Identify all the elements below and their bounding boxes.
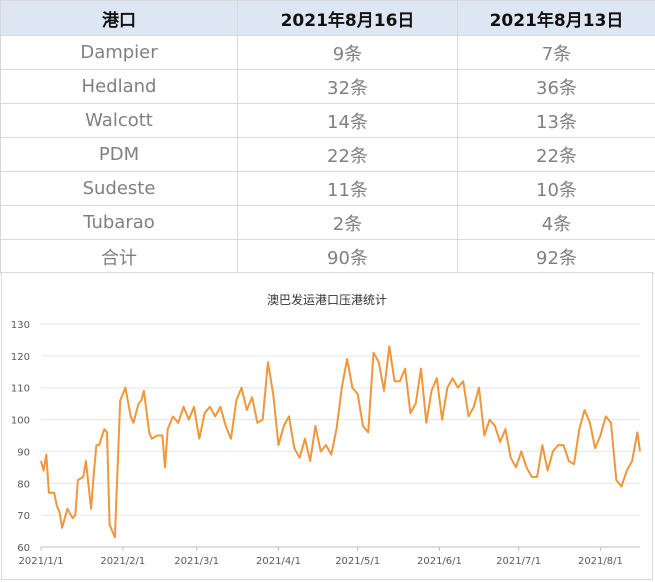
x-tick-label: 2021/2/1 bbox=[100, 556, 145, 567]
x-tick-label: 2021/6/1 bbox=[417, 556, 462, 567]
y-tick-label: 120 bbox=[11, 352, 30, 363]
count-cell: 9条 bbox=[237, 35, 458, 70]
count-cell: 22条 bbox=[457, 137, 655, 172]
x-tick-label: 2021/5/1 bbox=[335, 556, 380, 567]
count-cell: 2条 bbox=[237, 205, 458, 240]
count-cell: 4条 bbox=[457, 205, 655, 240]
y-tick-label: 90 bbox=[17, 447, 30, 458]
header-cell: 2021年8月13日 bbox=[457, 0, 655, 36]
y-tick-label: 130 bbox=[11, 320, 30, 331]
table-row: Tubarao 2条 4条 bbox=[0, 205, 655, 240]
table-row: Dampier 9条 7条 bbox=[0, 35, 655, 70]
count-cell: 32条 bbox=[237, 69, 458, 104]
x-axis: 2021/1/1 2021/2/1 2021/3/1 2021/4/1 2021/5/1… bbox=[19, 547, 623, 567]
y-axis: 60 70 80 90 100 110 120 130 bbox=[11, 320, 30, 554]
y-tick-label: 70 bbox=[17, 511, 30, 522]
header-cell: 港口 bbox=[0, 0, 238, 36]
x-tick-label: 2021/1/1 bbox=[19, 556, 64, 567]
y-tick-label: 110 bbox=[11, 384, 30, 395]
port-name-cell: Tubarao bbox=[0, 205, 238, 240]
port-comparison-table: 港口 2021年8月16日 2021年8月13日 Dampier 9条 7条 Hedlan… bbox=[0, 0, 655, 274]
port-name-cell: 合计 bbox=[0, 239, 238, 274]
port-name-cell: PDM bbox=[0, 137, 238, 172]
chart-panel: 澳巴发运港口压港统计 60 70 80 90 100 110 120 130 2021/1/1… bbox=[1, 272, 653, 580]
count-cell: 13条 bbox=[457, 103, 655, 138]
x-tick-label: 2021/8/1 bbox=[578, 556, 623, 567]
count-cell: 92条 bbox=[457, 239, 655, 274]
count-cell: 22条 bbox=[237, 137, 458, 172]
port-name-cell: Dampier bbox=[0, 35, 238, 70]
port-name-cell: Sudeste bbox=[0, 171, 238, 206]
count-cell: 11条 bbox=[237, 171, 458, 206]
x-tick-label: 2021/3/1 bbox=[174, 556, 219, 567]
table-header: 港口 2021年8月16日 2021年8月13日 bbox=[0, 0, 655, 36]
table-row: PDM 22条 22条 bbox=[0, 137, 655, 172]
port-name-cell: Hedland bbox=[0, 69, 238, 104]
y-tick-label: 80 bbox=[17, 479, 30, 490]
chart-title: 澳巴发运港口压港统计 bbox=[267, 292, 387, 307]
y-tick-label: 60 bbox=[17, 543, 30, 554]
header-cell: 2021年8月16日 bbox=[237, 0, 458, 36]
table-row: 合计 90条 92条 bbox=[0, 239, 655, 274]
series-line bbox=[40, 345, 641, 539]
count-cell: 7条 bbox=[457, 35, 655, 70]
x-tick-label: 2021/4/1 bbox=[256, 556, 301, 567]
table-row: Hedland 32条 36条 bbox=[0, 69, 655, 104]
table-row: Sudeste 11条 10条 bbox=[0, 171, 655, 206]
count-cell: 90条 bbox=[237, 239, 458, 274]
count-cell: 14条 bbox=[237, 103, 458, 138]
count-cell: 36条 bbox=[457, 69, 655, 104]
table-row: Walcott 14条 13条 bbox=[0, 103, 655, 138]
line-chart: 澳巴发运港口压港统计 60 70 80 90 100 110 120 130 2021/1/1… bbox=[11, 292, 641, 567]
table-body: Dampier 9条 7条 Hedland 32条 36条 Walcott 14条 13条 PDM… bbox=[0, 35, 655, 274]
y-tick-label: 100 bbox=[11, 416, 30, 427]
count-cell: 10条 bbox=[457, 171, 655, 206]
port-name-cell: Walcott bbox=[0, 103, 238, 138]
x-tick-label: 2021/7/1 bbox=[496, 556, 541, 567]
grid-layer bbox=[41, 323, 640, 548]
